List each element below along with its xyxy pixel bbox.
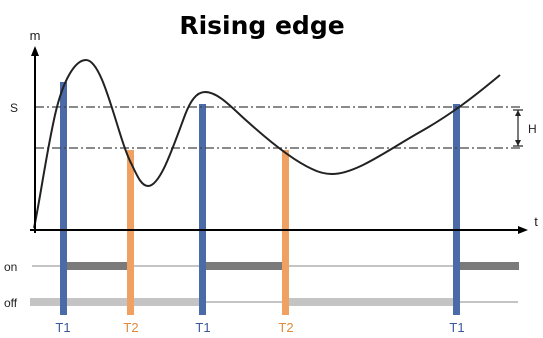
off-band-1 <box>30 298 133 306</box>
marker-bar-t1-1 <box>60 82 67 315</box>
on-band-1 <box>63 262 133 270</box>
signal-curve <box>33 58 501 229</box>
marker-label-t1-1: T1 <box>55 320 70 335</box>
marker-label-t2-1: T2 <box>123 320 138 335</box>
s-level-label: S <box>10 101 18 115</box>
h-hysteresis-label: H <box>528 122 537 136</box>
marker-bar-t2-1 <box>127 150 134 315</box>
on-band-2 <box>203 262 288 270</box>
y-axis-label: m <box>30 28 41 43</box>
marker-bar-t1-2 <box>199 104 206 315</box>
marker-label-t1-2: T1 <box>195 320 210 335</box>
y-axis <box>31 46 39 233</box>
marker-label-t1-3: T1 <box>449 320 464 335</box>
on-band-3 <box>457 262 519 270</box>
off-band-2 <box>133 298 203 306</box>
x-axis-label: t <box>534 214 538 229</box>
h-bracket <box>513 109 523 147</box>
marker-label-t2-2: T2 <box>278 320 293 335</box>
marker-bar-t1-3 <box>453 104 460 315</box>
on-state-label: on <box>4 260 17 274</box>
off-band-3 <box>285 298 457 306</box>
x-axis <box>30 226 528 234</box>
diagram-title: Rising edge <box>179 11 344 40</box>
off-state-label: off <box>4 296 18 310</box>
marker-bar-t2-2 <box>282 150 289 315</box>
